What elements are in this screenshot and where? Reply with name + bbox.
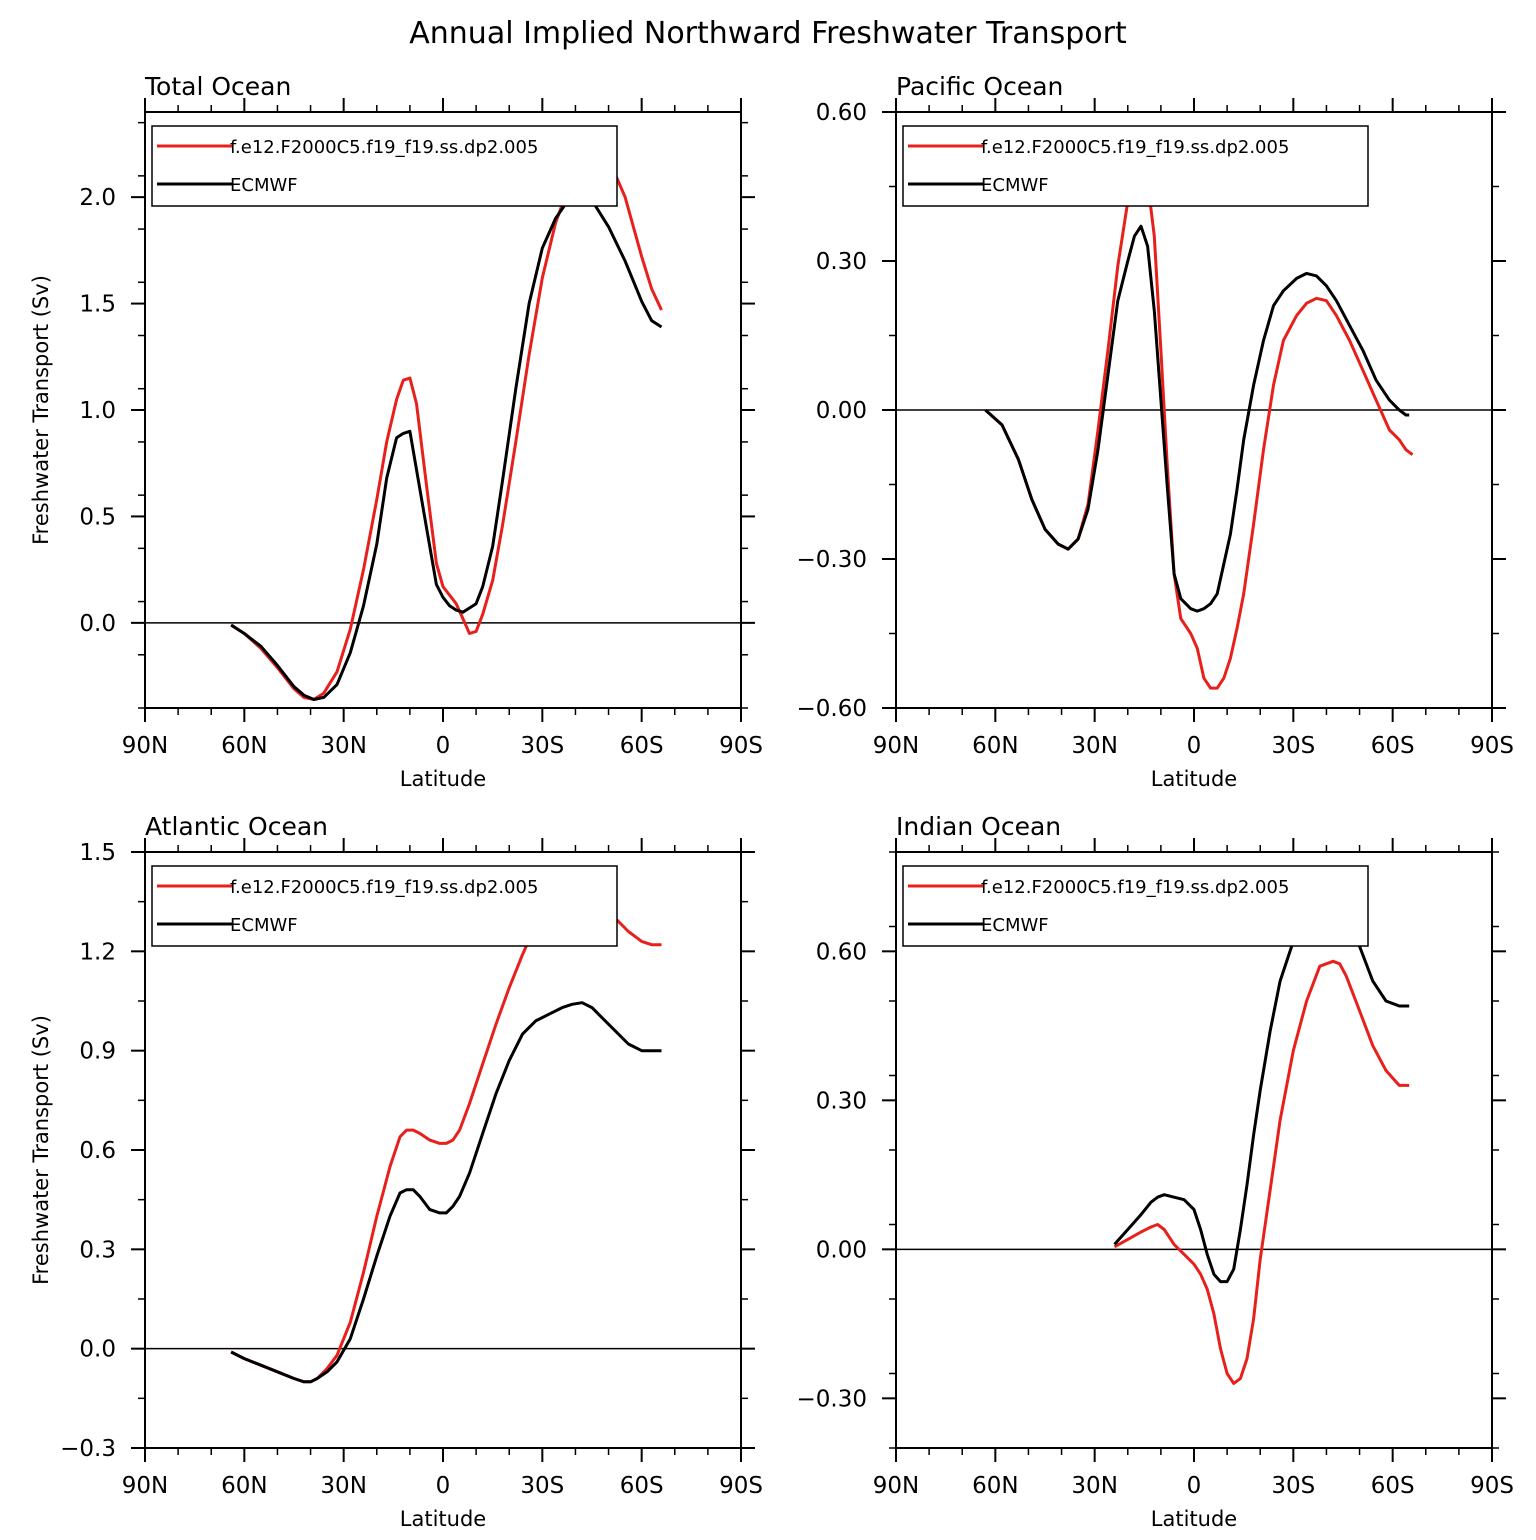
x-tick-label: 60S [620, 1473, 664, 1499]
y-tick-label: 2.0 [79, 185, 116, 211]
x-tick-label: 30S [520, 1473, 564, 1499]
panel-pacific-ocean: Pacific Ocean 90N 60N 30N 0 30S 60S 90S −0.60 −0.… [797, 72, 1514, 791]
x-axis-label: Latitude [1151, 1507, 1237, 1531]
legend-box [151, 125, 618, 207]
legend-label: ECMWF [981, 175, 1049, 196]
x-tick-label: 90S [719, 733, 763, 759]
legend-label: ECMWF [230, 175, 298, 196]
y-tick-label: −0.60 [797, 696, 867, 722]
x-tick-label: 30N [1071, 1473, 1117, 1499]
x-tick-label: 0 [1187, 733, 1202, 759]
x-tick-label: 60N [972, 1473, 1018, 1499]
figure-title: Annual Implied Northward Freshwater Tran… [409, 16, 1127, 51]
y-tick-label: 0.9 [79, 1039, 116, 1065]
series-line-ecmwf [984, 224, 1410, 613]
y-tick-label: 1.2 [79, 939, 116, 965]
x-tick-label: 90S [719, 1473, 763, 1499]
legend-label: f.e12.F2000C5.f19_f19.ss.dp2.005 [230, 137, 538, 158]
legend-label: f.e12.F2000C5.f19_f19.ss.dp2.005 [981, 137, 1289, 158]
y-tick-label: −0.30 [797, 547, 867, 573]
legend-box [151, 865, 618, 947]
series-line-f-e12-f2000c5-f19-f19-ss-dp2-005 [230, 148, 663, 701]
y-tick-label: 0.0 [79, 1337, 116, 1363]
legend-label: f.e12.F2000C5.f19_f19.ss.dp2.005 [981, 877, 1289, 898]
series-line-f-e12-f2000c5-f19-f19-ss-dp2-005 [230, 875, 662, 1384]
x-tick-label: 60S [1371, 1473, 1415, 1499]
y-tick-label: 0.00 [816, 398, 867, 424]
x-tick-label: 90S [1470, 733, 1514, 759]
panel-total-ocean: Total Ocean 90N 60N 30N 0 30S 60S 90S 0.0 0.5 1.0 1… [29, 72, 763, 791]
legend-label: ECMWF [230, 915, 298, 936]
y-axis-label: Freshwater Transport (Sv) [29, 1015, 53, 1285]
y-tick-label: 0.3 [79, 1237, 116, 1263]
panel-title: Total Ocean [144, 72, 291, 101]
panels: Total Ocean 90N 60N 30N 0 30S 60S 90S 0.0 0.5 1.0 1… [29, 72, 1514, 1531]
legend-label: ECMWF [981, 915, 1049, 936]
y-tick-label: 1.5 [79, 840, 116, 866]
x-tick-label: 90N [122, 1473, 168, 1499]
y-tick-label: 0.00 [816, 1237, 867, 1263]
y-tick-label: 1.0 [79, 398, 116, 424]
x-tick-label: 60S [1371, 733, 1415, 759]
y-tick-label: 0.0 [79, 611, 116, 637]
legend-label: f.e12.F2000C5.f19_f19.ss.dp2.005 [230, 877, 538, 898]
panel-atlantic-ocean: Atlantic Ocean 90N 60N 30N 0 30S 60S 90S −0.3 0.0… [29, 812, 763, 1531]
y-tick-label: 0.5 [79, 504, 116, 530]
x-tick-label: 30N [320, 733, 366, 759]
legend: f.e12.F2000C5.f19_f19.ss.dp2.005 ECMWF [151, 865, 618, 947]
x-tick-label: 30N [1071, 733, 1117, 759]
x-tick-label: 0 [1187, 1473, 1202, 1499]
y-tick-label: 0.60 [816, 939, 867, 965]
panel-indian-ocean: Indian Ocean 90N 60N 30N 0 30S 60S 90S −0.30 0.00… [797, 812, 1514, 1531]
legend: f.e12.F2000C5.f19_f19.ss.dp2.005 ECMWF [902, 125, 1369, 207]
series-line-f-e12-f2000c5-f19-f19-ss-dp2-005 [1113, 959, 1410, 1385]
x-axis-label: Latitude [400, 767, 486, 791]
x-tick-label: 60N [221, 1473, 267, 1499]
x-tick-label: 90S [1470, 1473, 1514, 1499]
x-tick-label: 60N [972, 733, 1018, 759]
x-axis-label: Latitude [400, 1507, 486, 1531]
panel-title: Atlantic Ocean [145, 812, 328, 841]
x-tick-label: 30S [520, 733, 564, 759]
legend-box [902, 865, 1369, 947]
x-tick-label: 30S [1271, 733, 1315, 759]
x-tick-label: 0 [436, 733, 451, 759]
legend: f.e12.F2000C5.f19_f19.ss.dp2.005 ECMWF [902, 865, 1369, 947]
x-tick-label: 90N [122, 733, 168, 759]
y-tick-label: 0.30 [816, 249, 867, 275]
legend: f.e12.F2000C5.f19_f19.ss.dp2.005 ECMWF [151, 125, 618, 207]
panel-title: Indian Ocean [896, 812, 1061, 841]
x-tick-label: 30N [320, 1473, 366, 1499]
y-tick-label: −0.3 [60, 1436, 116, 1462]
x-axis-label: Latitude [1151, 767, 1237, 791]
legend-box [902, 125, 1369, 207]
y-tick-label: 0.60 [816, 100, 867, 126]
x-tick-label: 90N [873, 733, 919, 759]
series-line-ecmwf [230, 193, 663, 701]
x-tick-label: 60S [620, 733, 664, 759]
x-tick-label: 60N [221, 733, 267, 759]
y-tick-label: 1.5 [79, 292, 116, 318]
y-tick-label: −0.30 [797, 1386, 867, 1412]
y-axis-label: Freshwater Transport (Sv) [29, 275, 53, 545]
x-tick-label: 0 [436, 1473, 451, 1499]
x-tick-label: 90N [873, 1473, 919, 1499]
panel-title: Pacific Ocean [896, 72, 1063, 101]
x-tick-label: 30S [1271, 1473, 1315, 1499]
y-tick-label: 0.30 [816, 1088, 867, 1114]
series-line-ecmwf [230, 1001, 662, 1384]
y-tick-label: 0.6 [79, 1138, 116, 1164]
